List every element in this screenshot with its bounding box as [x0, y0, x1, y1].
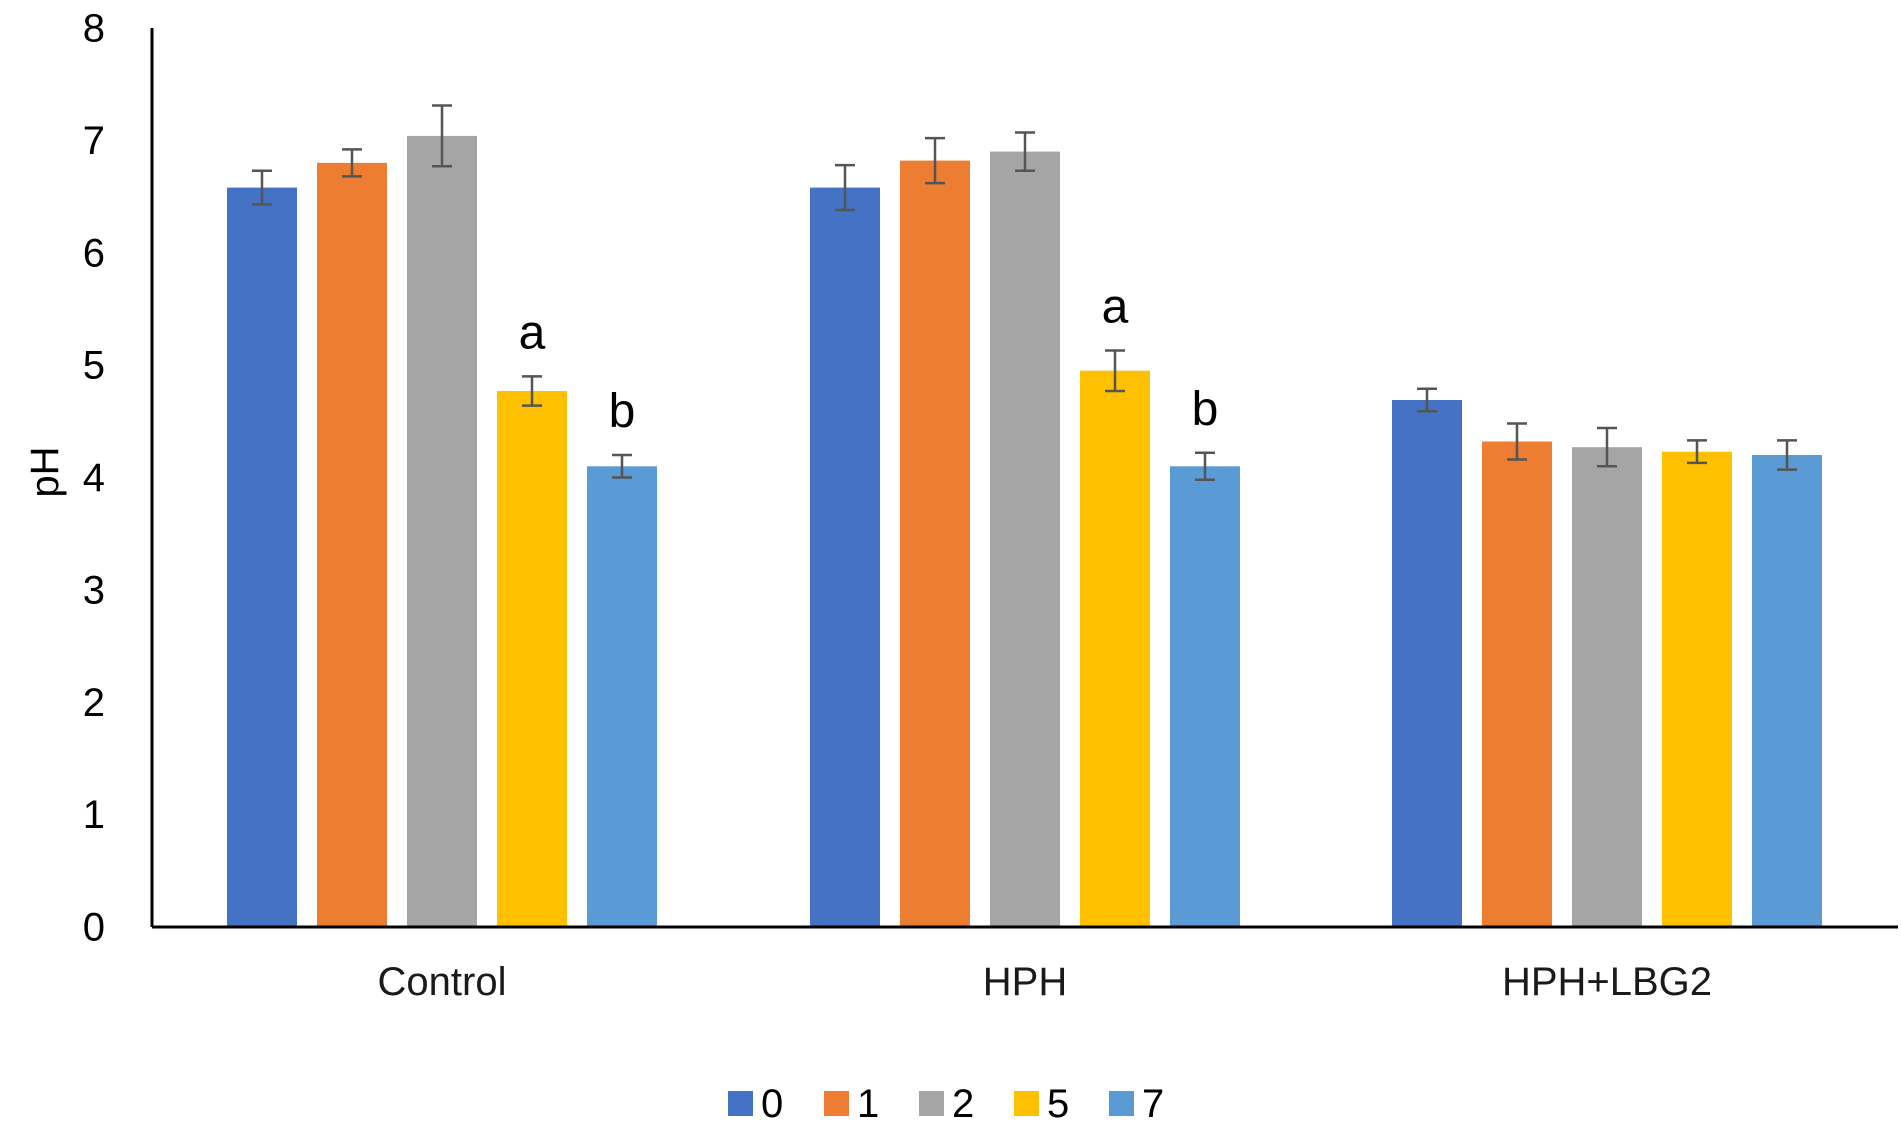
y-tick-label: 3	[83, 568, 105, 612]
error-bar-hph-7	[1195, 451, 1215, 481]
legend: 0 1 2 5 7	[728, 1082, 1164, 1126]
error-bar-hph-0	[835, 163, 855, 212]
bar-control-0	[227, 187, 297, 928]
bar-hph-0	[810, 187, 880, 928]
legend-swatch	[824, 1091, 849, 1116]
y-axis-title: pH	[23, 446, 67, 497]
legend-item-0: 0	[728, 1082, 783, 1126]
legend-swatch	[1014, 1091, 1039, 1116]
y-tick-label: 4	[83, 456, 105, 500]
legend-item-1: 1	[824, 1082, 879, 1126]
error-bar-hph-lbg2-7	[1777, 439, 1797, 471]
bars-layer	[227, 135, 1822, 928]
error-bar-hph-5	[1105, 349, 1125, 393]
error-bar-hph-lbg2-1	[1507, 422, 1527, 461]
bar-hph-lbg2-7	[1752, 455, 1822, 927]
error-bar-hph-1	[925, 136, 945, 185]
y-tick-label: 2	[83, 681, 105, 725]
annotation-label: b	[1192, 383, 1219, 436]
y-tick-label: 0	[83, 906, 105, 950]
y-tick-label: 7	[83, 119, 105, 163]
x-category-label: HPH+LBG2	[1502, 960, 1712, 1004]
x-category-label: Control	[378, 960, 507, 1004]
legend-swatch	[1109, 1091, 1134, 1116]
legend-label: 1	[857, 1082, 879, 1126]
error-bar-hph-lbg2-2	[1597, 426, 1617, 468]
annotation-label: a	[1102, 281, 1129, 334]
bar-hph-1	[900, 160, 970, 928]
error-bar-control-1	[342, 148, 362, 178]
bar-hph-lbg2-5	[1662, 451, 1732, 927]
legend-item-7: 7	[1109, 1082, 1164, 1126]
bar-hph-lbg2-2	[1572, 447, 1642, 927]
bar-control-1	[317, 162, 387, 927]
legend-label: 2	[952, 1082, 974, 1126]
error-bar-hph-lbg2-0	[1417, 387, 1437, 413]
y-tick-label: 8	[83, 7, 105, 51]
y-tick-label: 1	[83, 793, 105, 837]
bar-control-5	[497, 391, 567, 927]
error-bars-layer	[252, 104, 1797, 481]
legend-label: 0	[761, 1082, 783, 1126]
error-bar-hph-2	[1015, 131, 1035, 172]
error-bar-control-2	[432, 104, 452, 168]
legend-swatch	[919, 1091, 944, 1116]
bar-hph-7	[1170, 466, 1240, 927]
annotations-layer: a b a b	[519, 281, 1219, 439]
legend-item-2: 2	[919, 1082, 974, 1126]
legend-item-5: 5	[1014, 1082, 1069, 1126]
bar-control-2	[407, 135, 477, 927]
legend-label: 7	[1142, 1082, 1164, 1126]
x-category-label: HPH	[983, 960, 1067, 1004]
error-bar-control-0	[252, 169, 272, 206]
legend-label: 5	[1047, 1082, 1069, 1126]
bar-control-7	[587, 466, 657, 927]
legend-swatch	[728, 1091, 753, 1116]
error-bar-hph-lbg2-5	[1687, 439, 1707, 465]
bar-hph-5	[1080, 370, 1150, 927]
annotation-label: b	[609, 385, 636, 438]
axes-layer: 0 1 2 3 4 5 6 7 8 pH Control HPH HPH+LBG2	[23, 7, 1898, 1004]
bar-hph-lbg2-1	[1482, 441, 1552, 927]
y-tick-label: 6	[83, 231, 105, 275]
annotation-label: a	[519, 306, 546, 359]
error-bar-control-7	[612, 453, 632, 479]
bar-hph-lbg2-0	[1392, 400, 1462, 927]
error-bar-control-5	[522, 375, 542, 407]
bar-hph-2	[990, 151, 1060, 928]
y-tick-label: 5	[83, 344, 105, 388]
